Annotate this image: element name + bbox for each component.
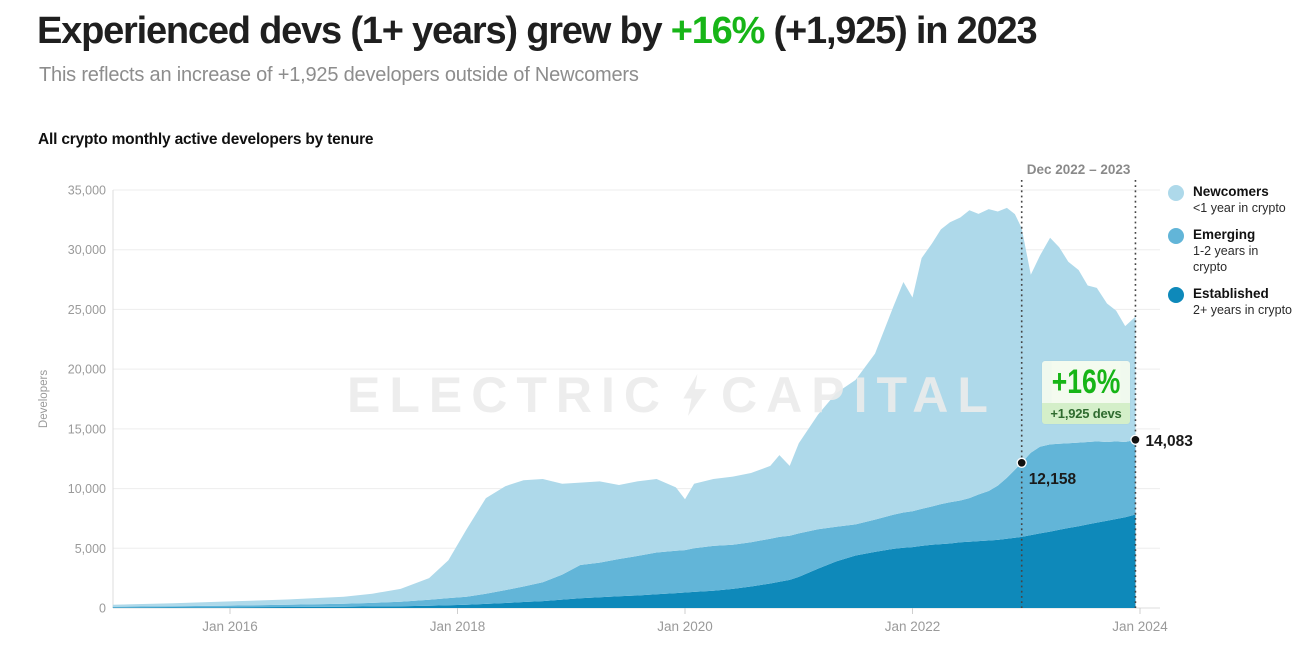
page-subtitle: This reflects an increase of +1,925 deve… <box>39 64 639 86</box>
experienced-devs-value-label: 14,083 <box>1145 433 1193 450</box>
legend-name-emerging: Emerging <box>1193 227 1256 242</box>
title-growth-highlight: +16% <box>670 10 766 52</box>
x-tick-label: Jan 2018 <box>430 619 486 634</box>
title-suffix: (+1,925) in 2023 <box>764 10 1038 52</box>
y-tick-label: 10,000 <box>68 482 106 496</box>
page-title: Experienced devs (1+ years) grew by +16%… <box>37 10 1038 53</box>
established-color-dot-icon <box>1168 287 1184 303</box>
date-range-label: Dec 2022 – 2023 <box>1026 162 1131 177</box>
x-tick-label: Jan 2024 <box>1112 619 1168 634</box>
y-tick-label: 20,000 <box>68 363 106 377</box>
x-tick-label: Jan 2016 <box>202 619 258 634</box>
experienced-devs-point <box>1016 457 1027 468</box>
y-tick-label: 5,000 <box>75 542 106 556</box>
legend-sub-established: 2+ years in crypto <box>1193 303 1292 317</box>
x-tick-label: Jan 2020 <box>657 619 713 634</box>
area-band-established <box>112 514 1136 608</box>
y-tick-label: 0 <box>99 602 106 616</box>
growth-badge-percent: +16% <box>1051 361 1121 403</box>
growth-badge-devs: +1,925 devs <box>1042 403 1130 424</box>
y-axis-title: Developers <box>38 370 50 428</box>
emerging-color-dot-icon <box>1168 228 1184 244</box>
legend-name-newcomers: Newcomers <box>1193 184 1269 199</box>
y-tick-label: 30,000 <box>68 243 106 257</box>
x-tick-label: Jan 2022 <box>885 619 941 634</box>
chart-legend: Newcomers <1 year in crypto Emerging 1-2… <box>1168 184 1292 318</box>
legend-item-newcomers: Newcomers <1 year in crypto <box>1168 184 1292 216</box>
growth-badge: +16% +1,925 devs <box>1042 361 1130 424</box>
y-tick-label: 25,000 <box>68 303 106 317</box>
legend-sub-newcomers: <1 year in crypto <box>1193 201 1286 215</box>
area-band-newcomers <box>112 207 1136 607</box>
y-tick-label: 15,000 <box>68 422 106 436</box>
legend-name-established: Established <box>1193 286 1269 301</box>
experienced-devs-value-label: 12,158 <box>1029 471 1077 488</box>
legend-item-established: Established 2+ years in crypto <box>1168 286 1292 318</box>
area-band-emerging <box>112 439 1136 608</box>
legend-sub-emerging: 1-2 years in crypto <box>1193 244 1259 274</box>
legend-item-emerging: Emerging 1-2 years in crypto <box>1168 227 1292 275</box>
experienced-devs-point <box>1130 434 1141 445</box>
y-tick-label: 35,000 <box>68 184 106 198</box>
newcomers-color-dot-icon <box>1168 185 1184 201</box>
chart-title: All crypto monthly active developers by … <box>38 131 374 148</box>
title-prefix: Experienced devs (1+ years) grew by <box>37 10 671 52</box>
